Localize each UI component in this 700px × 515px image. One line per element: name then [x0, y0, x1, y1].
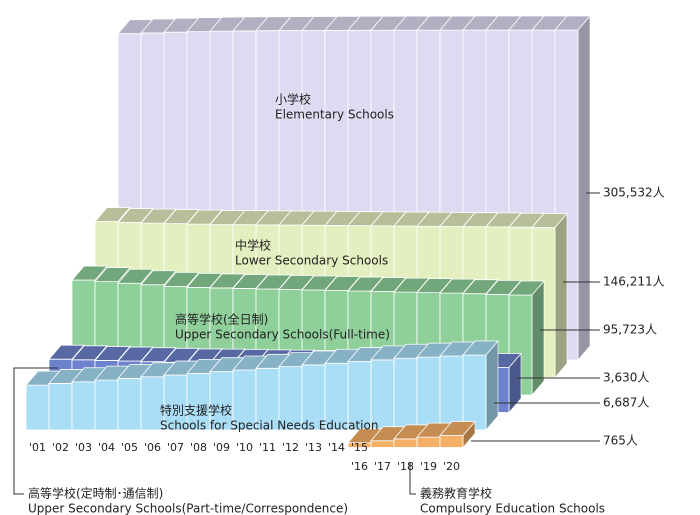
series-label: 特別支援学校 [160, 403, 232, 418]
x-tick-label: '02 [52, 441, 69, 454]
bar-front [393, 357, 418, 431]
bar-top [485, 279, 522, 295]
bar-top [508, 280, 545, 296]
bar-top [462, 340, 499, 356]
series-label: 義務教育学校 [420, 486, 492, 501]
x-tick-label: '09 [213, 441, 230, 454]
bar-top [94, 346, 131, 361]
leader-line [13, 367, 58, 495]
series-label-en: Upper Secondary Schools(Part-time/Corres… [28, 502, 348, 515]
bar-top [117, 346, 154, 362]
x-tick-label: '04 [98, 441, 115, 454]
bar-top [71, 345, 108, 361]
bar-front [94, 379, 119, 431]
series-label-en: Elementary Schools [275, 108, 394, 122]
x-tick-label: '06 [144, 441, 161, 454]
bar-top [278, 275, 315, 290]
value-label: 765人 [603, 434, 638, 448]
series-label-en: Schools for Special Needs Education [160, 419, 378, 433]
series-label: 中学校 [235, 238, 271, 253]
x-tick-label: '10 [236, 441, 253, 454]
bar [462, 340, 499, 431]
bar-side [485, 340, 499, 431]
bar [508, 280, 545, 396]
bar-side [554, 212, 568, 379]
value-label: 95,723人 [603, 323, 657, 337]
bar-top [117, 208, 154, 223]
x-tick-label: '19 [420, 460, 437, 473]
bar-top [531, 213, 568, 228]
value-label: 6,687人 [603, 396, 649, 410]
bar-top [554, 15, 591, 31]
bar-top [140, 270, 177, 286]
x-tick-label: '20 [443, 460, 460, 473]
bar-front [71, 381, 96, 431]
bar-top [255, 274, 292, 290]
x-tick-label: '17 [374, 460, 391, 473]
series-label: 小学校 [275, 92, 311, 107]
bar [439, 420, 476, 449]
bar-top [232, 274, 269, 289]
x-tick-label: '01 [29, 441, 46, 454]
bar-top [94, 207, 131, 222]
bar-top [186, 272, 223, 288]
bar-front [48, 383, 73, 431]
bar-front [393, 438, 418, 448]
bar-front [117, 378, 142, 431]
bar-top [347, 276, 384, 292]
x-tick-label: '18 [397, 460, 414, 473]
bar-top [209, 273, 246, 289]
series-label-en: Lower Secondary Schools [235, 254, 388, 268]
bar-top [140, 347, 177, 363]
x-tick-label: '14 [328, 441, 345, 454]
bar-front [462, 354, 487, 431]
bar-front [416, 436, 441, 448]
value-label: 305,532人 [603, 186, 665, 200]
bar-top [370, 277, 407, 292]
bar-top [393, 277, 430, 293]
bar-top [94, 267, 131, 283]
bar-top [163, 271, 200, 287]
x-tick-label: '08 [190, 441, 207, 454]
x-tick-label: '13 [305, 441, 322, 454]
series-label: 高等学校(全日制) [175, 312, 268, 327]
bar-top [416, 278, 453, 294]
x-tick-label: '03 [75, 441, 92, 454]
leader-line [409, 462, 416, 495]
bar-side [577, 15, 591, 361]
x-tick-label: '15 [351, 441, 368, 454]
bar-top [140, 208, 177, 224]
bar-front [25, 384, 50, 431]
bar-front [416, 356, 441, 431]
x-tick-label: '16 [351, 460, 368, 473]
bar-top [324, 276, 361, 291]
bar-front [370, 440, 395, 448]
bar-front [439, 435, 464, 448]
bar-top [163, 209, 200, 225]
bar-top [117, 268, 154, 284]
bar-top [462, 279, 499, 295]
x-tick-label: '07 [167, 441, 184, 454]
value-label: 3,630人 [603, 371, 649, 385]
series-label-en: Upper Secondary Schools(Full-time) [175, 328, 390, 342]
x-tick-label: '11 [259, 441, 276, 454]
series-label: 高等学校(定時制･通信制) [28, 486, 163, 501]
bar-top [186, 209, 223, 225]
bar-top [71, 265, 108, 281]
bar-front [439, 355, 464, 431]
series-label-en: Compulsory Education Schools [420, 502, 605, 515]
bar-top [439, 278, 476, 294]
bar-top [48, 344, 85, 360]
x-tick-label: '12 [282, 441, 299, 454]
bar-top [439, 421, 476, 436]
x-tick-label: '05 [121, 441, 138, 454]
bar-top [301, 275, 338, 291]
value-label: 146,211人 [603, 275, 665, 289]
